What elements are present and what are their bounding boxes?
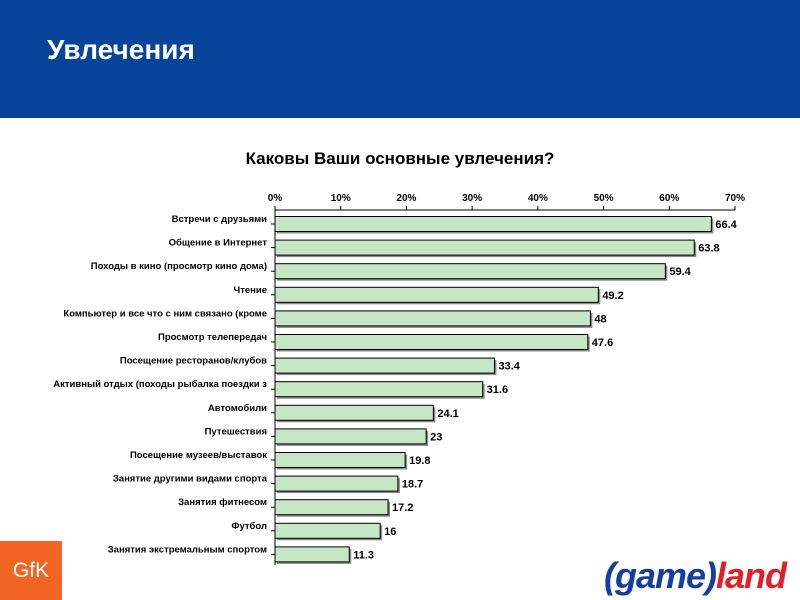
bar [274,239,695,256]
gameland-logo-part2: land [716,555,787,596]
gfk-logo: GfK [0,541,62,600]
bar [274,499,389,516]
x-tick-label: 50% [594,193,614,204]
bar [274,404,434,421]
value-label: 33.4 [498,361,520,373]
category-label: Путешествия [205,426,267,437]
bar [274,263,666,280]
page-title: Увлечения [47,34,195,65]
bar [274,522,381,539]
category-label: Походы в кино (просмотр кино дома) [91,261,267,272]
bar [274,357,495,374]
gameland-logo-part1: (game) [604,555,717,596]
category-label: Занятия экстремальным спортом [108,544,267,555]
category-label: Занятия фитнесом [178,497,267,508]
bar [274,216,712,232]
x-tick-label: 20% [396,193,416,204]
category-label: Компьютер и все что с ним связано (кроме [63,308,267,319]
value-label: 63.8 [698,243,719,255]
category-label: Занятие другими видами спорта [113,474,268,485]
x-tick-label: 10% [331,193,351,204]
category-label: Автомобили [208,403,267,414]
category-label: Чтение [234,285,267,296]
x-tick-label: 70% [725,193,745,204]
value-label: 17.2 [392,502,413,514]
x-tick-label: 0% [268,193,283,204]
value-label: 11.3 [353,549,374,561]
value-label: 23 [430,431,442,443]
gameland-logo: (game)land [604,555,787,597]
chart-title: Каковы Ваши основные увлечения? [245,149,555,168]
value-label: 47.6 [592,337,613,349]
x-tick-label: 60% [659,193,679,204]
bar [274,310,591,327]
category-label: Общение в Интернет [169,238,268,249]
value-label: 18.7 [402,479,423,491]
value-label: 59.4 [669,266,691,278]
category-label: Посещение ресторанов/клубов [120,356,267,367]
category-label: Футбол [231,521,267,532]
bar [274,475,399,492]
value-label: 66.4 [715,219,737,231]
value-label: 19.8 [409,455,430,467]
bar [274,381,484,398]
category-label: Посещение музеев/выставок [130,450,267,461]
bar [274,452,406,468]
value-label: 48 [594,313,606,325]
value-label: 16 [384,526,396,538]
bar [274,334,589,350]
category-label: Просмотр телепередач [158,332,267,343]
value-label: 49.2 [602,290,623,302]
bar [274,546,350,563]
x-tick-label: 40% [528,193,548,204]
category-label: Активный отдых (походы рыбалка поездки з [53,379,267,390]
value-label: 24.1 [437,408,458,420]
gfk-logo-text: GfK [12,558,50,582]
category-label: Встречи с друзьями [172,214,268,225]
bar [274,286,599,303]
bar [274,428,427,445]
header-band: Увлечения [0,0,800,118]
x-tick-label: 30% [462,193,482,204]
value-label: 31.6 [487,384,508,396]
